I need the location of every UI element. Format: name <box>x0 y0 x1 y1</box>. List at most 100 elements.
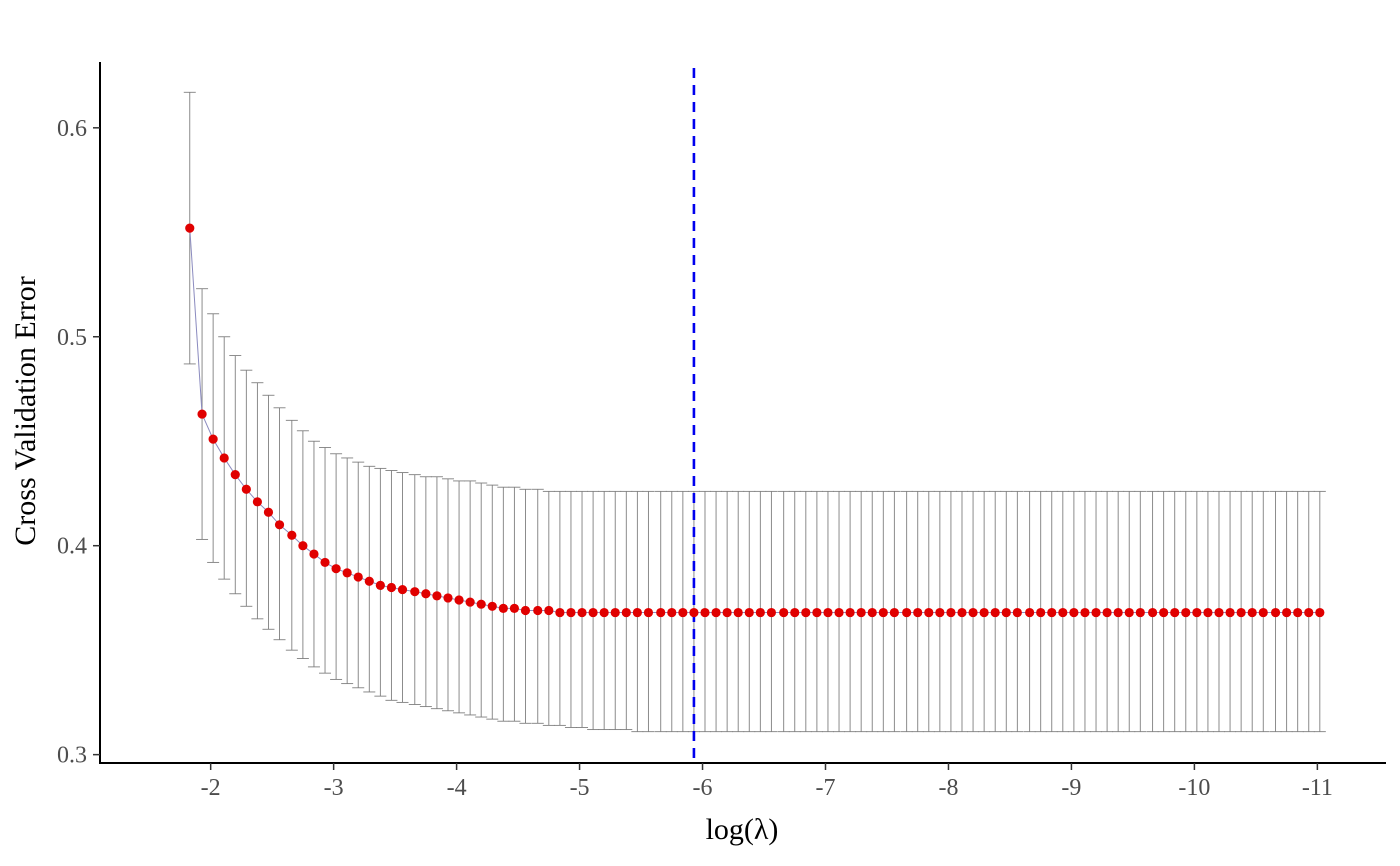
data-point <box>1315 607 1325 618</box>
data-point <box>935 607 945 618</box>
data-point <box>946 607 956 618</box>
data-point <box>632 607 642 618</box>
data-point <box>1069 607 1079 618</box>
data-point <box>621 607 631 618</box>
data-point <box>957 607 967 618</box>
data-point <box>1113 607 1123 618</box>
data-point <box>856 607 866 618</box>
data-point <box>1236 607 1246 618</box>
data-point <box>1159 607 1169 618</box>
data-point <box>1080 607 1090 618</box>
data-point <box>544 605 554 616</box>
data-point <box>219 453 229 463</box>
data-point <box>263 507 274 517</box>
data-point <box>1091 607 1101 618</box>
data-point <box>599 607 609 618</box>
data-point <box>812 607 822 618</box>
data-point <box>1170 607 1180 618</box>
x-tick-label: -2 <box>201 775 221 801</box>
data-point <box>432 591 442 601</box>
x-tick-label: -8 <box>938 775 958 801</box>
data-point <box>509 603 519 613</box>
data-point <box>1124 607 1134 618</box>
data-point <box>700 607 710 618</box>
data-point <box>342 568 352 578</box>
y-ticks-layer: 0.3 0.4 0.5 0.6 <box>57 116 100 769</box>
x-tick-label: -7 <box>816 775 836 801</box>
data-point <box>801 607 811 618</box>
data-point <box>533 605 543 616</box>
data-point <box>274 520 285 530</box>
data-point <box>498 603 508 613</box>
error-bars-layer <box>183 91 1326 733</box>
x-tick-label: -10 <box>1178 775 1210 801</box>
y-tick-label: 0.4 <box>57 534 87 560</box>
x-tick-label: -4 <box>447 775 467 801</box>
data-point <box>1012 607 1022 618</box>
x-tick-label: -5 <box>570 775 590 801</box>
data-point <box>397 584 408 595</box>
data-point <box>1036 607 1046 618</box>
data-point <box>375 580 385 590</box>
data-point <box>421 589 431 599</box>
data-point <box>1047 607 1057 618</box>
data-point <box>1304 607 1314 618</box>
data-point <box>656 607 666 618</box>
data-point <box>1181 607 1191 618</box>
data-point <box>588 607 598 618</box>
data-point <box>1214 607 1224 618</box>
data-point <box>454 595 464 605</box>
data-point <box>610 607 620 618</box>
data-point <box>1135 607 1145 618</box>
y-tick-label: 0.5 <box>57 325 87 351</box>
data-point <box>1270 607 1281 618</box>
data-point <box>1102 607 1112 618</box>
data-point <box>443 593 453 603</box>
data-point <box>1001 607 1011 618</box>
data-point <box>744 607 754 618</box>
data-point <box>230 470 240 480</box>
data-point <box>1192 607 1202 618</box>
data-point <box>555 607 565 618</box>
x-tick-label: -3 <box>324 775 344 801</box>
data-point <box>790 607 800 618</box>
data-point <box>1247 607 1257 618</box>
data-point <box>823 607 833 618</box>
axes-layer <box>99 62 1386 764</box>
data-point <box>320 557 330 568</box>
data-point <box>766 607 776 618</box>
data-point <box>197 409 207 419</box>
data-point <box>979 607 989 618</box>
series-line <box>189 228 1320 614</box>
data-point <box>1058 607 1068 618</box>
y-tick-label: 0.3 <box>57 743 87 769</box>
data-point <box>1025 607 1035 618</box>
data-point <box>487 601 497 611</box>
y-axis-title: Cross Validation Error <box>9 276 42 545</box>
data-point <box>889 607 899 618</box>
data-point <box>902 607 912 618</box>
data-point <box>1258 607 1268 618</box>
data-point <box>1225 607 1235 618</box>
data-point <box>1293 607 1303 618</box>
x-axis-title: log(λ) <box>706 813 779 846</box>
data-point <box>1203 607 1213 618</box>
data-point <box>287 530 297 540</box>
x-tick-label: -6 <box>693 775 713 801</box>
data-point <box>667 607 677 618</box>
x-ticks-layer: -2 -3 -4 -5 -6 -7 -8 -9 -10 -11 <box>201 763 1333 801</box>
data-point <box>689 607 699 618</box>
data-point <box>711 607 721 618</box>
x-tick-label: -11 <box>1302 775 1333 801</box>
data-point <box>867 607 877 618</box>
data-point <box>678 607 688 618</box>
data-point <box>241 484 251 494</box>
data-points-layer <box>185 223 1325 618</box>
data-point <box>331 564 341 574</box>
data-point <box>913 607 923 618</box>
data-point <box>364 576 374 586</box>
data-point <box>722 607 732 618</box>
data-point <box>566 607 576 618</box>
